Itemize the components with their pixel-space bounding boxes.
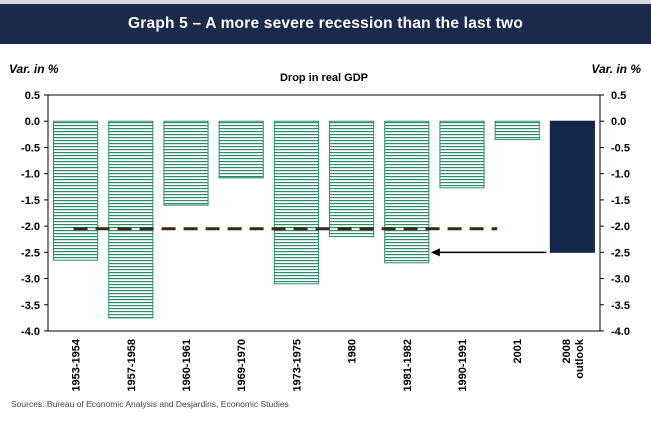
bar-outlook — [549, 120, 595, 253]
bar-chart: Var. in % Var. in % Drop in real GDP 0.5… — [9, 62, 641, 392]
y-tick-label-left: -0.5 — [21, 142, 40, 154]
x-tick-label: 1990-1991 — [457, 339, 469, 392]
sources-note: Sources: Bureau of Economic Analysis and… — [11, 399, 289, 409]
y-tick-label-right: -4.0 — [611, 326, 630, 338]
x-tick-label: 2008 — [561, 339, 573, 363]
y-tick-label-left: -3.5 — [21, 300, 40, 312]
y-tick-label-right: -3.0 — [611, 274, 630, 286]
y-tick-label-left: 0.5 — [25, 90, 40, 102]
arrow-head — [430, 248, 440, 257]
y-tick-label-left: -2.0 — [21, 221, 40, 233]
plot-frame — [47, 94, 601, 332]
y-tick-label-left: -1.5 — [21, 195, 40, 207]
bar — [218, 120, 264, 179]
x-tick-label: 2001 — [512, 339, 524, 363]
y-tick-label-right: -1.0 — [611, 169, 630, 181]
y-tick-label-left: -1.0 — [21, 169, 40, 181]
y-tick-label-right: -0.5 — [611, 142, 630, 154]
y-tick-label-right: 0.5 — [611, 90, 626, 102]
bar — [163, 120, 209, 206]
x-tick-label: 1960-1961 — [181, 339, 193, 392]
bar — [53, 120, 99, 261]
y-tick-label-left: -3.0 — [21, 274, 40, 286]
x-tick-label: 1957-1958 — [126, 339, 138, 392]
x-tick-label: 1969-1970 — [236, 339, 248, 392]
chart-title: Graph 5 – A more severe recession than t… — [128, 15, 523, 32]
x-tick-label: 1981-1982 — [402, 339, 414, 392]
x-tick-label: 1973-1975 — [291, 339, 303, 392]
bar — [494, 120, 540, 141]
y-tick-label-left: -4.0 — [21, 326, 40, 338]
y-tick-label-left: 0.0 — [25, 116, 40, 128]
bar — [329, 120, 375, 238]
bar — [273, 120, 319, 285]
x-tick-label: 1980 — [347, 339, 359, 363]
x-tick-label: outlook — [574, 338, 586, 379]
y-tick-label-right: -2.0 — [611, 221, 630, 233]
bar — [439, 120, 485, 189]
y-tick-label-right: -3.5 — [611, 300, 630, 312]
y-axis-label-left: Var. in % — [9, 62, 59, 76]
title-bar: Graph 5 – A more severe recession than t… — [0, 0, 651, 44]
y-tick-label-right: -1.5 — [611, 195, 630, 207]
y-tick-label-left: -2.5 — [21, 247, 40, 259]
y-axis-label-right: Var. in % — [591, 62, 641, 76]
bar — [108, 120, 154, 319]
y-tick-label-right: -2.5 — [611, 247, 630, 259]
y-tick-label-right: 0.0 — [611, 116, 626, 128]
chart-subtitle: Drop in real GDP — [280, 72, 368, 84]
bar — [384, 120, 430, 264]
x-tick-label: 1953-1954 — [71, 338, 83, 391]
